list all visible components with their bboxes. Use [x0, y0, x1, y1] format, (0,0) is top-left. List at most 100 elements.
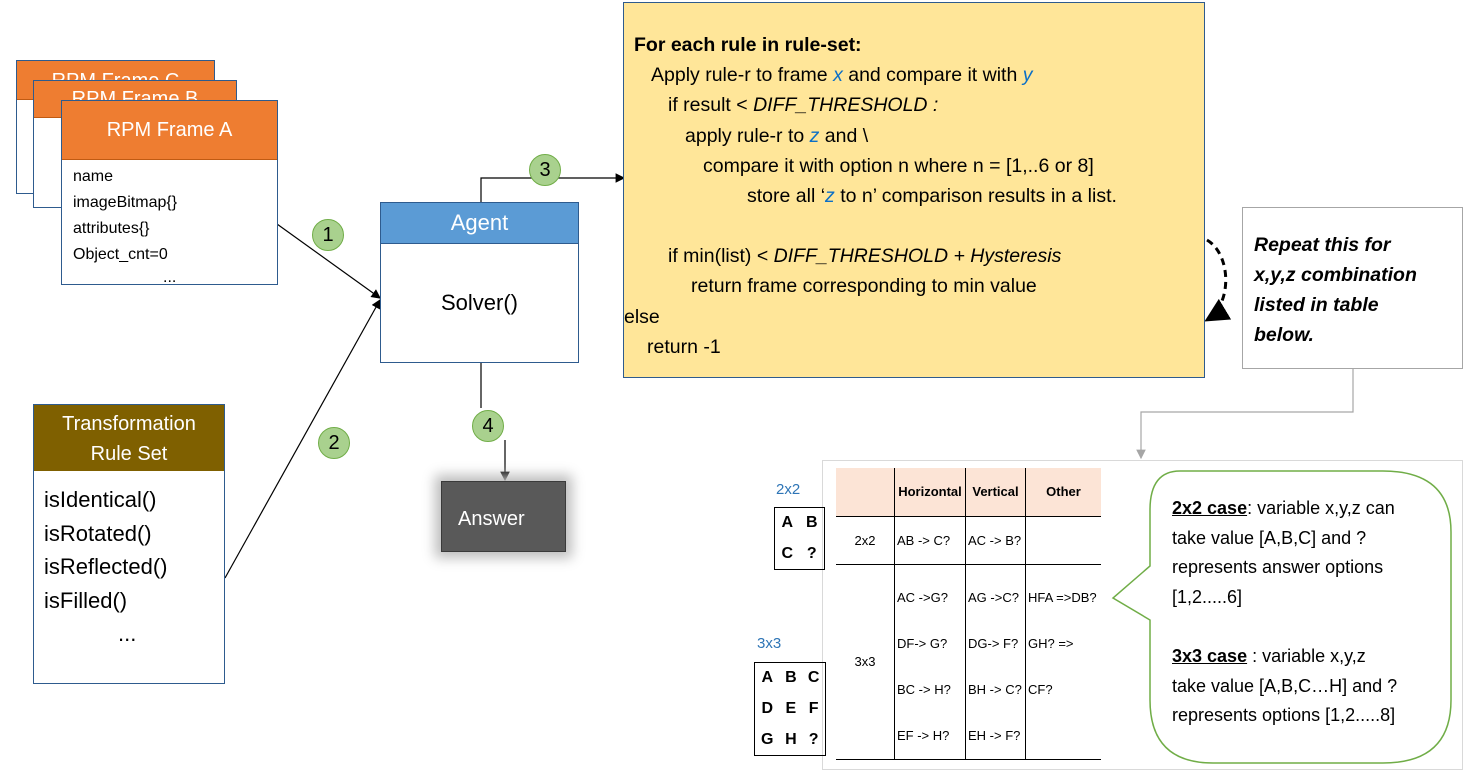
label-2x2: 2x2 — [776, 481, 801, 498]
row-3x3-o-2: GH? => CF? — [1028, 635, 1074, 697]
callout-case1-line1: 2x2 case: variable x,y,z can — [1172, 494, 1452, 524]
step-3-badge: 3 — [529, 154, 561, 186]
algo-line-2-a: if result < — [668, 94, 754, 117]
algo-line-6: if min(list) < DIFF_THRESHOLD + Hysteres… — [634, 241, 1204, 271]
note-line-3: listed in table — [1254, 294, 1379, 316]
note-line-2: x,y,z combination — [1254, 264, 1417, 286]
header-blank — [836, 468, 895, 516]
grid-3x3-d: D — [761, 699, 774, 717]
algo-line-9: return -1 — [647, 335, 721, 358]
row-3x3-vertical: AG ->C? DG-> F? BH -> C? EH -> F? — [965, 564, 1026, 759]
callout-case1-l2: take value [A,B,C] and ? — [1172, 527, 1367, 548]
combination-table: Horizontal Vertical Other 2x2 AB -> C? A… — [836, 468, 1101, 760]
row-2x2-horizontal: AB -> C? — [894, 516, 966, 564]
note-line-4: below. — [1254, 324, 1314, 346]
row-3x3-h-1: AC ->G? — [897, 589, 948, 605]
algo-line-1-a: Apply rule-r to frame — [651, 64, 834, 87]
rpm-frame-a-fields: name imageBitmap{} attributes{} Object_c… — [62, 160, 277, 288]
row-3x3-label: 3x3 — [836, 564, 895, 759]
note-line-1: Repeat this for — [1254, 234, 1391, 256]
row-3x3-v-4: EH -> F? — [968, 727, 1021, 743]
agent-title: Agent — [381, 203, 578, 244]
grid-3x3-g: G — [761, 730, 774, 748]
grid-3x3-b: B — [785, 669, 797, 687]
row-3x3-o-1: HFA =>DB? — [1028, 589, 1097, 605]
callout-case2-l3: represents options [1,2.....8] — [1172, 705, 1396, 725]
label-3x3: 3x3 — [757, 635, 782, 652]
rule-is-filled: isFilled() — [44, 587, 128, 613]
row-3x3-v-3: BH -> C? — [968, 681, 1022, 697]
table-header-row: Horizontal Vertical Other — [836, 468, 1101, 516]
grid-3x3-q: ? — [808, 730, 819, 748]
callout-case1-title: 2x2 case — [1172, 498, 1248, 518]
row-2x2-vertical: AC -> B? — [965, 516, 1026, 564]
rule-ellipsis: ... — [118, 621, 137, 646]
rule-set-title: Transformation Rule Set — [34, 405, 224, 471]
algo-line-6-b: DIFF_THRESHOLD + Hysteresis — [773, 245, 1062, 268]
row-3x3-h-3: BC -> H? — [897, 681, 951, 697]
row-3x3-h-4: EF -> H? — [897, 727, 950, 743]
callout-text: 2x2 case: variable x,y,z can take value … — [1172, 494, 1452, 731]
algo-line-3: apply rule-r to z and \ — [634, 121, 1204, 151]
rpm-frame-a-title: RPM Frame A — [62, 101, 277, 160]
table-row-3x3: 3x3 AC ->G? DF-> G? BC -> H? EF -> H? AG… — [836, 564, 1101, 759]
row-3x3-other: HFA =>DB? GH? => CF? — [1026, 564, 1102, 759]
callout-case1-l3: represents answer options — [1172, 557, 1384, 577]
grid-3x3-c: C — [807, 669, 820, 687]
algo-line-3-a: apply rule-r to — [685, 124, 810, 147]
row-3x3-h-2: DF-> G? — [897, 635, 948, 651]
algo-line-7: return frame corresponding to min value — [691, 275, 1037, 298]
header-other: Other — [1046, 484, 1081, 500]
algorithm-box: For each rule in rule-set: Apply rule-r … — [623, 2, 1205, 378]
grid-2x2-a: A — [781, 514, 794, 532]
algo-line-3-b: and \ — [819, 124, 869, 147]
field-ellipsis: ... — [163, 269, 177, 286]
row-2x2-other — [1026, 516, 1102, 564]
transformation-rule-set: Transformation Rule Set isIdentical() is… — [33, 404, 225, 684]
callout-case1-l4: [1,2.....6] — [1172, 586, 1243, 607]
field-object-count: Object_cnt=0 — [73, 246, 168, 263]
grid-3x3-a: A — [761, 669, 774, 687]
repeat-loop-arrow — [1204, 238, 1232, 322]
algo-line-8: else — [624, 305, 660, 328]
algo-line-5-a: store all ‘ — [747, 185, 826, 208]
callout-case1-l1: : variable x,y,z can — [1247, 498, 1395, 518]
grid-3x3-f: F — [808, 699, 819, 717]
rule-is-reflected: isReflected() — [44, 554, 168, 579]
algo-var-z2: z — [825, 185, 835, 208]
step-1-badge: 1 — [312, 219, 344, 251]
callout-case2-line1: 3x3 case : variable x,y,z — [1172, 642, 1452, 672]
grid-3x3-h: H — [785, 730, 797, 748]
step-2-badge: 2 — [318, 427, 350, 459]
rpm-frame-a: RPM Frame A name imageBitmap{} attribute… — [61, 100, 278, 288]
callout-bubble-shape — [1111, 470, 1452, 764]
field-name: name — [73, 168, 114, 185]
grid-2x2-c: C — [781, 544, 794, 562]
algo-var-y: y — [1022, 64, 1033, 87]
algo-line-2-b: DIFF_THRESHOLD : — [753, 94, 939, 117]
callout-bubble — [1111, 470, 1452, 764]
callout-case2-l1: : variable x,y,z — [1247, 646, 1366, 666]
algo-line-5: store all ‘z to n’ comparison results in… — [634, 181, 1204, 211]
grid-2x2-q: ? — [806, 544, 817, 562]
algo-var-z: z — [809, 124, 820, 147]
algo-blank — [634, 211, 1204, 241]
answer-box: Answer — [441, 481, 566, 552]
arrow-frames-to-agent — [276, 223, 381, 299]
step-4-badge: 4 — [472, 410, 504, 442]
grid-3x3-e: E — [785, 699, 797, 717]
field-image-bitmap: imageBitmap{} — [73, 194, 178, 211]
row-3x3-v-2: DG-> F? — [968, 635, 1019, 651]
rule-set-title-line2: Rule Set — [90, 443, 168, 465]
answer-label: Answer — [458, 508, 525, 530]
grid-2x2-b: B — [805, 514, 818, 532]
arrow-ruleset-to-agent — [224, 298, 381, 579]
repeat-note: Repeat this for x,y,z combination listed… — [1242, 207, 1463, 369]
callout-case2-l2: take value [A,B,C…H] and ? — [1172, 675, 1398, 696]
algo-line-6-a: if min(list) < — [668, 245, 774, 268]
callout-case2-title: 3x3 case — [1172, 646, 1248, 666]
header-vertical: Vertical — [965, 468, 1026, 516]
algo-line-4: compare it with option n where n = [1,..… — [703, 154, 1094, 177]
